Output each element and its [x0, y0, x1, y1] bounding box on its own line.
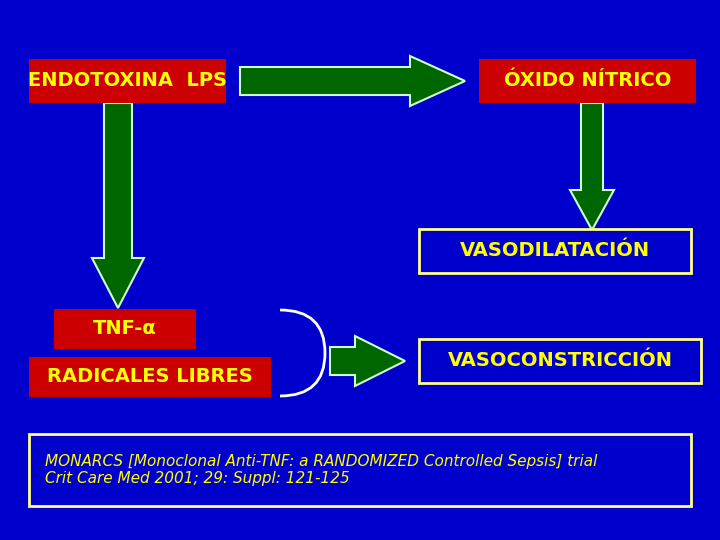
FancyBboxPatch shape: [29, 59, 226, 103]
Polygon shape: [92, 103, 144, 308]
Text: MONARCS [Monoclonal Anti-TNF: a RANDOMIZED Controlled Sepsis] trial
Crit Care Me: MONARCS [Monoclonal Anti-TNF: a RANDOMIZ…: [45, 454, 598, 486]
Text: RADICALES LIBRES: RADICALES LIBRES: [47, 368, 253, 387]
FancyBboxPatch shape: [29, 434, 691, 506]
FancyBboxPatch shape: [29, 357, 271, 397]
Text: ENDOTOXINA  LPS: ENDOTOXINA LPS: [28, 71, 227, 91]
Text: ÓXIDO NÍTRICO: ÓXIDO NÍTRICO: [504, 71, 671, 91]
FancyBboxPatch shape: [54, 309, 196, 349]
Polygon shape: [570, 103, 614, 230]
FancyBboxPatch shape: [479, 59, 696, 103]
Polygon shape: [240, 56, 465, 106]
Text: TNF-α: TNF-α: [93, 320, 157, 339]
Polygon shape: [330, 336, 405, 386]
Text: VASOCONSTRICCIÓN: VASOCONSTRICCIÓN: [448, 352, 672, 370]
Text: VASODILATACIÓN: VASODILATACIÓN: [460, 241, 650, 260]
FancyBboxPatch shape: [419, 339, 701, 383]
FancyBboxPatch shape: [419, 229, 691, 273]
